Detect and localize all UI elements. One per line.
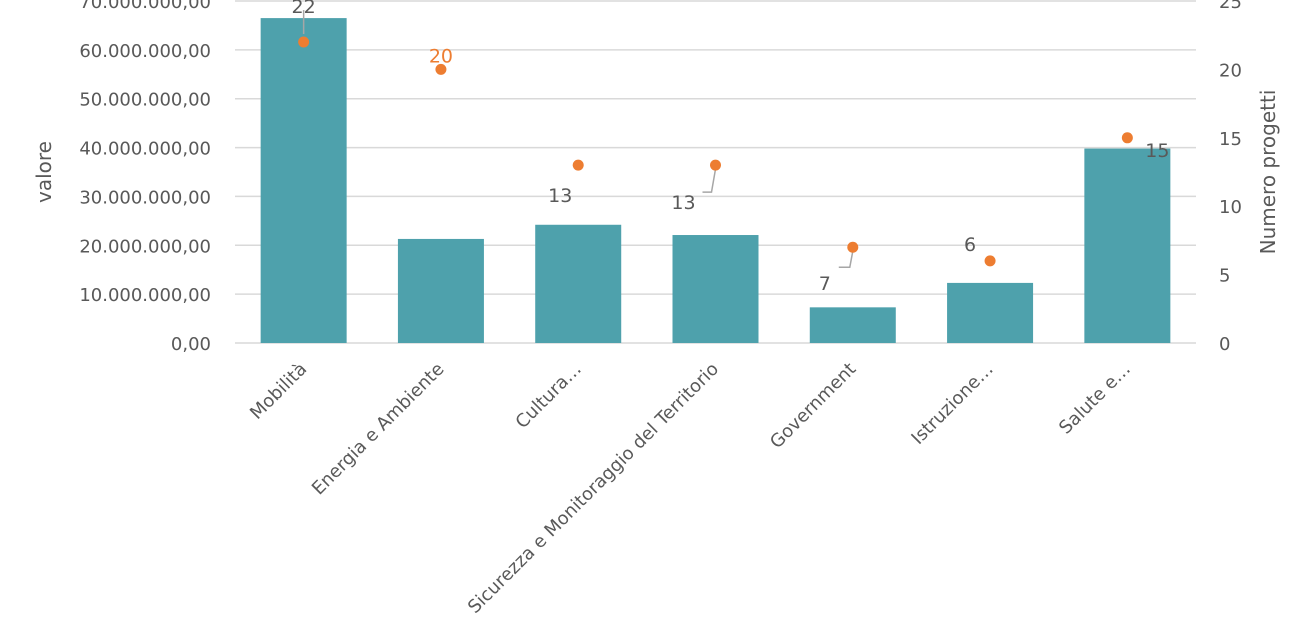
y2-tick-label: 0 xyxy=(1219,334,1230,355)
category-label: Mobilità xyxy=(246,359,311,424)
y2-tick-label: 15 xyxy=(1219,129,1242,150)
y2-tick-label: 10 xyxy=(1219,197,1242,218)
y-tick-label: 40.000.000,00 xyxy=(79,139,211,160)
category-label: Government xyxy=(766,359,860,453)
y2-tick-label: 5 xyxy=(1219,266,1230,287)
category-label: Cultura… xyxy=(512,359,586,433)
point-series xyxy=(298,36,1133,267)
data-label: 6 xyxy=(964,234,976,256)
y2-axis-title: Numero progetti xyxy=(1256,90,1280,255)
y2-tick-label: 25 xyxy=(1219,0,1242,13)
data-label: 20 xyxy=(429,45,453,67)
bar xyxy=(260,18,347,343)
bar xyxy=(672,235,759,343)
leader-line xyxy=(702,169,717,193)
data-labels: 22 20 13 13 7 6 15 xyxy=(292,0,1170,295)
y-tick-label: 50.000.000,00 xyxy=(79,90,211,111)
data-point xyxy=(298,36,310,48)
category-label: Sicurezza e Monitoraggio del Territorio xyxy=(464,359,723,618)
y-tick-label: 0,00 xyxy=(171,334,211,355)
data-point xyxy=(847,241,859,253)
bar xyxy=(947,282,1034,343)
data-label: 13 xyxy=(548,185,572,207)
data-point xyxy=(1121,132,1133,144)
data-label: 15 xyxy=(1145,140,1169,162)
bar xyxy=(1084,148,1171,343)
data-label: 7 xyxy=(819,273,831,295)
y-tick-label: 70.000.000,00 xyxy=(79,0,211,13)
data-point xyxy=(710,159,721,171)
y-tick-label: 20.000.000,00 xyxy=(79,236,211,257)
left-axis-ticks: 0,00 10.000.000,00 20.000.000,00 30.000.000… xyxy=(79,0,211,355)
category-label: Energia e Ambiente xyxy=(308,359,449,500)
leader-line xyxy=(838,251,854,268)
data-label: 13 xyxy=(671,192,695,214)
data-point xyxy=(572,159,584,171)
data-label: 22 xyxy=(292,0,316,18)
y2-tick-label: 20 xyxy=(1219,60,1242,81)
bar xyxy=(397,238,484,343)
leader-lines xyxy=(302,10,854,268)
category-label: Istruzione… xyxy=(907,359,997,449)
bar-series xyxy=(260,18,1171,343)
y-axis-title: valore xyxy=(32,141,56,203)
right-axis-ticks: 0 5 10 15 20 25 xyxy=(1219,0,1242,355)
data-point xyxy=(984,255,996,267)
bar xyxy=(809,307,896,343)
bar xyxy=(535,224,622,343)
data-point xyxy=(435,63,447,75)
category-label: Salute e… xyxy=(1055,359,1135,439)
y-tick-label: 30.000.000,00 xyxy=(79,187,211,208)
y-tick-label: 60.000.000,00 xyxy=(79,41,211,62)
y-tick-label: 10.000.000,00 xyxy=(79,285,211,306)
